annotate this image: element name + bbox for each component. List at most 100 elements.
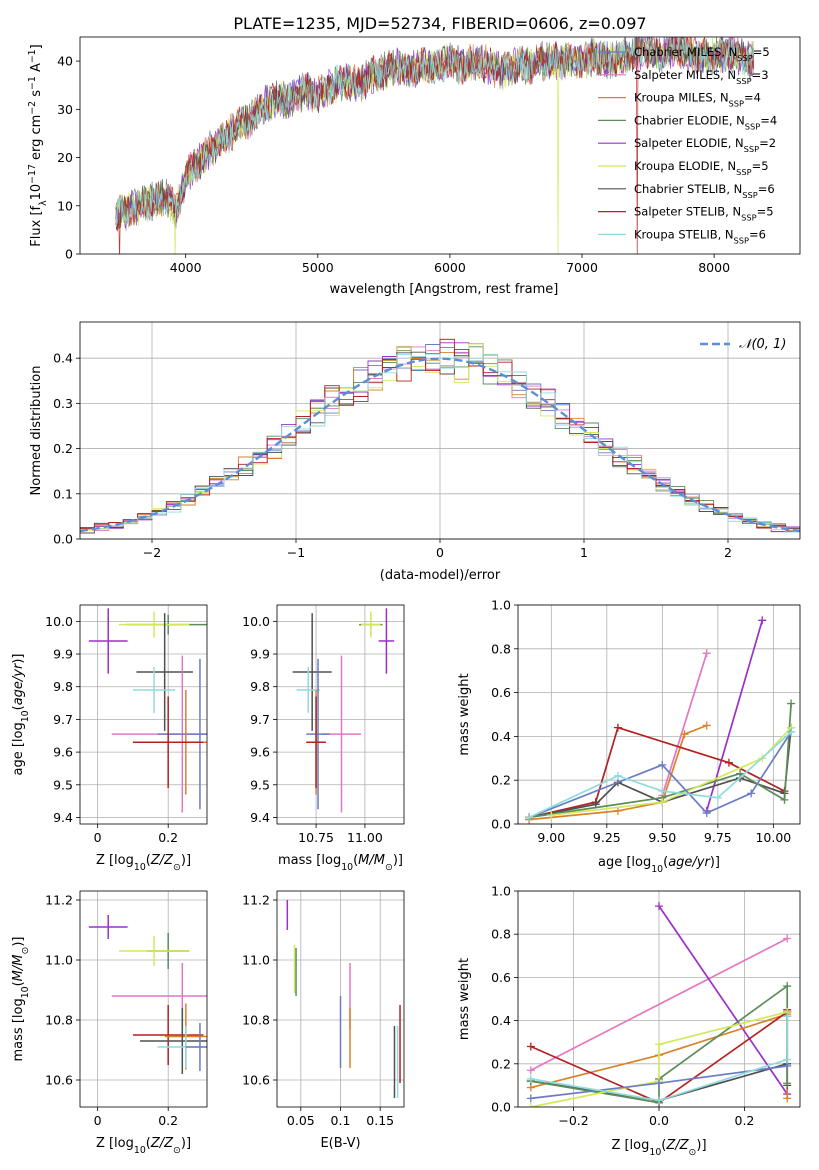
legend-label: Kroupa STELIB, NSSP=6 [634, 227, 766, 245]
mass-vs-ebv-frame [276, 890, 405, 1108]
label-part: Salpeter STELIB, N [634, 205, 741, 219]
mass-weight-vs-age-ylabel: mass weight [457, 673, 472, 755]
label-part: age [log [598, 855, 651, 870]
label-part: ( [11, 705, 26, 710]
spectrum-axes: 4000 5000 6000 7000 8000 0 10 20 30 40 [57, 54, 730, 275]
label-part: 10 [651, 864, 663, 875]
label-part: SSP [742, 190, 757, 200]
label-part: −2 [27, 101, 38, 115]
plus-marker [655, 1040, 663, 1049]
label-part: mass [log [11, 998, 26, 1061]
y-tick-label: 11.0 [45, 953, 73, 968]
plus-marker [526, 1074, 535, 1083]
mass-weight-vs-Z-xlabel: Z [log10(Z/Z⊙)] [611, 1138, 706, 1158]
plus-marker [780, 795, 789, 804]
figure-title: PLATE=1235, MJD=52734, FIBERID=0606, z=0… [233, 14, 646, 33]
plus-marker [526, 1103, 535, 1107]
label-part: )] [11, 653, 26, 663]
mass-vs-ebv-xlabel: E(B-V) [320, 1136, 360, 1151]
plus-marker [783, 1079, 792, 1088]
label-part: mass [log [278, 853, 341, 868]
y-tick-label: 10.8 [242, 1013, 270, 1028]
y-tick-label: 0.3 [53, 396, 73, 411]
spectrum-lines [115, 37, 755, 254]
y-tick-label: 0.2 [53, 441, 73, 456]
y-tick-label: 20 [57, 150, 73, 165]
label-part: ( [146, 853, 151, 868]
y-tick-label: 9.6 [250, 745, 270, 760]
y-tick-label: 1.0 [491, 598, 511, 613]
x-tick-label: 9.75 [704, 830, 732, 845]
label-part: )] [393, 853, 403, 868]
legend-label: Kroupa MILES, NSSP=4 [634, 91, 761, 109]
label-part: =5 [753, 45, 770, 59]
plus-marker [702, 721, 711, 730]
x-tick-label: 10.00 [755, 830, 791, 845]
label-part: Kroupa MILES, N [634, 91, 729, 105]
x-tick-label: 9.00 [537, 830, 565, 845]
legend-label: Chabrier ELODIE, NSSP=4 [634, 113, 777, 131]
spectrum-frame [79, 36, 801, 255]
y-tick-label: 0.2 [491, 1056, 511, 1071]
panels-layer: 4000 5000 6000 7000 8000010203040wavelength … [11, 36, 801, 1158]
plus-marker [658, 798, 667, 807]
x-tick-label: −1 [287, 545, 305, 560]
age-vs-Z-ylabel: age [log10(age/yr)] [11, 653, 31, 775]
y-tick-label: 9.5 [53, 777, 73, 792]
x-tick-label: 2 [724, 545, 732, 560]
x-tick-label: 0.2 [158, 830, 178, 845]
legend-label: Chabrier MILES, NSSP=5 [634, 45, 770, 63]
legend-label: Salpeter MILES, NSSP=3 [634, 68, 769, 86]
label-part: 10 [134, 862, 146, 873]
spectrum-series-line [115, 37, 755, 254]
label-part: ( [11, 981, 26, 986]
plus-marker [787, 728, 796, 737]
mass-vs-Z-frame [79, 890, 208, 1108]
y-tick-label: 1.0 [491, 884, 511, 899]
age-vs-Z-xlabel: Z [log10(Z/Z⊙)] [96, 853, 191, 873]
label-part: SSP [736, 76, 751, 86]
mass-weight-series [530, 937, 788, 1072]
y-tick-label: 0.8 [491, 927, 511, 942]
x-tick-label: 0.0 [649, 1113, 669, 1128]
label-part: =6 [749, 227, 766, 241]
y-tick-label: 10 [57, 198, 73, 213]
label-part: age/yr [668, 855, 711, 870]
label-part: −1 [27, 76, 38, 90]
label-part: 10 [29, 184, 44, 201]
x-tick-label: 0.1 [331, 1113, 351, 1128]
y-tick-label: 9.7 [250, 712, 270, 727]
y-tick-label: 9.8 [250, 679, 270, 694]
label-part: erg cm [29, 115, 44, 164]
mass-weight-vs-Z-ylabel: mass weight [457, 958, 472, 1040]
plus-marker [525, 813, 534, 822]
legend-label: Kroupa ELODIE, NSSP=5 [634, 159, 769, 177]
label-part: =5 [757, 205, 774, 219]
label-part: SSP [744, 144, 759, 154]
label-part: 10 [341, 862, 353, 873]
label-part: ] [29, 44, 44, 49]
age-vs-Z-points [88, 608, 207, 813]
label-part: ⊙ [385, 862, 393, 873]
spectrum-xlabel: wavelength [Angstrom, rest frame] [330, 282, 559, 297]
plus-marker [758, 616, 767, 625]
y-tick-label: 11.0 [242, 953, 270, 968]
label-part: )] [181, 1136, 191, 1151]
mass-vs-Z-xlabel: Z [log10(Z/Z⊙)] [96, 1136, 191, 1156]
x-tick-label: 0.2 [158, 1113, 178, 1128]
y-tick-label: 10.6 [242, 1073, 270, 1088]
label-part: age/yr [11, 662, 26, 705]
label-part: SSP [745, 121, 760, 131]
label-part: ( [663, 855, 668, 870]
label-part: Salpeter MILES, N [634, 68, 736, 82]
y-tick-label: 10.0 [242, 614, 270, 629]
y-tick-label: 0.6 [491, 970, 511, 985]
plus-marker [547, 811, 556, 820]
y-tick-label: 10.8 [45, 1013, 73, 1028]
legend-label: Salpeter STELIB, NSSP=5 [634, 205, 774, 223]
x-tick-label: 10.75 [298, 830, 334, 845]
plus-marker [787, 699, 796, 708]
histogram-steps [80, 338, 800, 536]
label-part: Z [log [611, 1138, 649, 1153]
